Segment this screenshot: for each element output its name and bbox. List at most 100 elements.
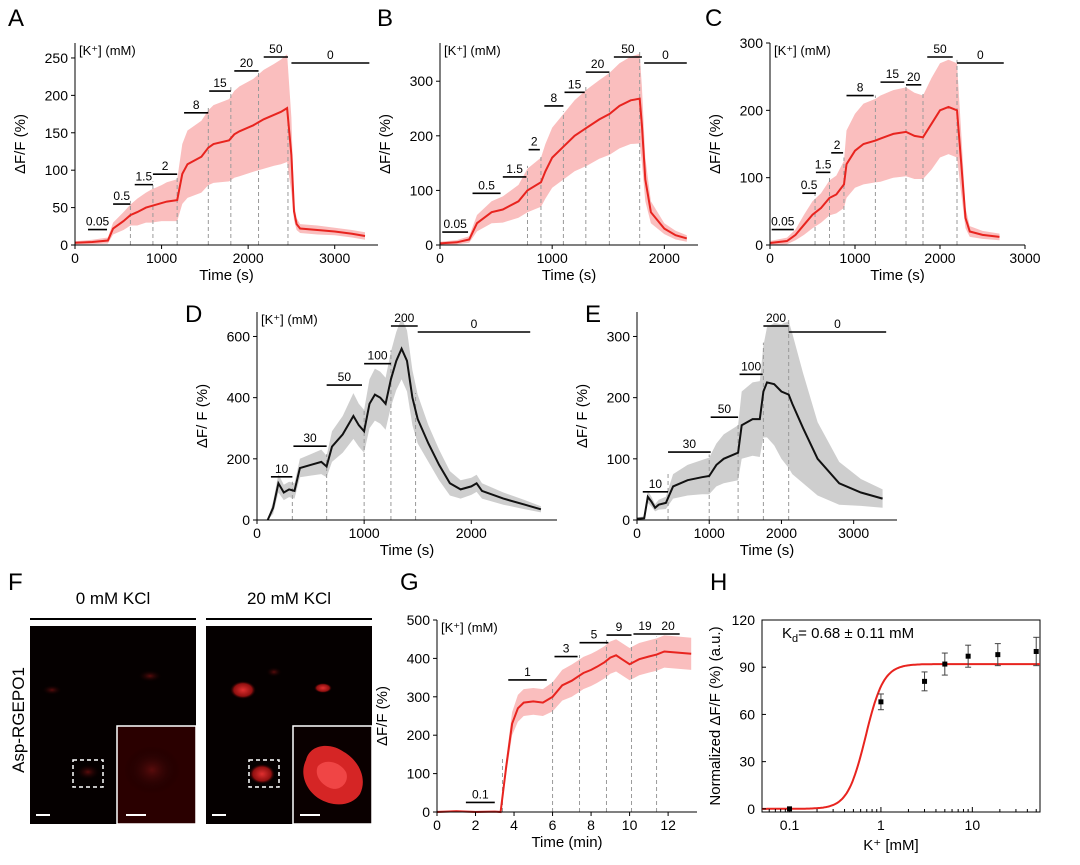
condition-label: 3 (563, 642, 570, 656)
condition-label: 0.05 (771, 215, 795, 229)
conc-label: [K⁺] (mM) (444, 43, 501, 58)
hill-fit-curve (762, 663, 1040, 810)
y-tick-label: 100 (410, 182, 434, 198)
x-tick-label: 8 (587, 817, 595, 833)
condition-label: 8 (551, 91, 558, 105)
panel-letter-f: F (8, 569, 23, 596)
condition-label: 19 (638, 619, 652, 633)
kd-value: = 0.68 ± 0.11 mM (798, 625, 914, 642)
data-point (942, 661, 948, 667)
mean-trace-c (769, 105, 1000, 244)
error-band-c (770, 59, 1000, 245)
y-axis-title: ΔF/F (%) (12, 114, 29, 174)
y-axis-title: Normalized ΔF/F (%) (a.u.) (707, 626, 724, 805)
x-tick-label: 2 (472, 817, 480, 833)
x-tick-label: 4 (510, 817, 518, 833)
panel-letter-h: H (710, 569, 727, 596)
condition-label: 50 (718, 402, 732, 416)
panel-letter-g: G (400, 569, 419, 596)
mean-trace-g (436, 650, 692, 814)
condition-label: 100 (368, 349, 388, 363)
x-tick-label: 0 (766, 250, 774, 266)
condition-label: 20 (907, 70, 921, 84)
condition-label: 0.5 (478, 178, 495, 192)
y-tick-label: 300 (607, 328, 631, 344)
y-tick-label: 400 (227, 390, 251, 406)
condition-label: 0 (662, 48, 669, 62)
data-point (1033, 648, 1039, 654)
error-band-b (440, 53, 687, 246)
condition-label: 5 (591, 628, 598, 642)
x-tick-label: 3000 (319, 250, 350, 266)
y-axis-title: ΔF/F (%) (374, 686, 391, 746)
data-point (965, 653, 971, 659)
data-point (995, 652, 1001, 658)
y-tick-label: 300 (410, 73, 434, 89)
x-tick-label: 1 (877, 817, 885, 833)
y-tick-label: 150 (45, 125, 69, 141)
y-tick-label: 200 (227, 451, 251, 467)
x-tick-label: 0 (71, 250, 79, 266)
y-tick-label: 0 (422, 804, 430, 820)
condition-label: 20 (591, 57, 605, 71)
mean-trace-d (266, 346, 542, 521)
condition-label: 20 (240, 56, 254, 70)
mean-trace-a (74, 106, 366, 244)
roi-box-left (72, 759, 104, 788)
x-tick-label: 2000 (456, 525, 487, 541)
x-axis-title: Time (s) (870, 267, 924, 284)
roi-box-right (248, 759, 280, 788)
data-point (878, 699, 884, 705)
x-tick-label: 1000 (537, 250, 568, 266)
condition-label: 30 (303, 431, 317, 445)
error-band-e (637, 321, 883, 520)
condition-label: 10 (649, 477, 663, 491)
condition-label: 1.5 (135, 170, 152, 184)
y-tick-label: 0 (60, 237, 68, 253)
conc-label: [K⁺] (mM) (441, 620, 498, 635)
condition-label: 2 (162, 159, 169, 173)
y-axis-title: ΔF/ F (%) (194, 384, 211, 448)
x-tick-label: 1000 (839, 250, 870, 266)
x-axis-title: K⁺ [mM] (863, 837, 918, 854)
x-tick-label: 6 (549, 817, 557, 833)
y-tick-label: 0 (425, 237, 433, 253)
x-tick-label: 3000 (1009, 250, 1040, 266)
inset-right (292, 725, 373, 825)
condition-label: 200 (766, 311, 786, 325)
condition-label: 0 (471, 317, 478, 331)
plot-frame-h (761, 619, 1041, 813)
kd-annotation: Kd= 0.68 ± 0.11 mM (782, 625, 914, 645)
y-tick-label: 250 (45, 50, 69, 66)
y-tick-label: 400 (407, 650, 431, 666)
condition-label: 10 (275, 462, 289, 476)
x-axis-title: Time (s) (542, 267, 596, 284)
chart-panel-h: 0.1 1 10 0 30 60 90 120 K⁺ [mM] Normalized ΔF/F (… (707, 612, 1041, 854)
y-axis-title: ΔF/F (%) (707, 114, 724, 174)
x-tick-label: 12 (660, 817, 676, 833)
y-tick-label: 0 (747, 801, 755, 817)
x-tick-label: 10 (622, 817, 638, 833)
y-tick-label: 100 (607, 451, 631, 467)
condition-label: 50 (621, 42, 635, 56)
x-tick-label: 0 (633, 525, 641, 541)
x-tick-label: 0.1 (780, 817, 800, 833)
condition-label: 8 (193, 98, 200, 112)
conc-label: [K⁺] (mM) (261, 312, 318, 327)
condition-label: 0 (977, 48, 984, 62)
condition-label: 0 (834, 317, 841, 331)
condition-label: 0.5 (113, 189, 130, 203)
condition-label: 200 (394, 311, 414, 325)
condition-label: 1 (524, 665, 531, 679)
y-tick-label: 90 (739, 659, 755, 675)
condition-label: 15 (568, 77, 582, 91)
x-tick-label: 0 (433, 817, 441, 833)
y-tick-label: 200 (740, 102, 764, 118)
condition-label: 50 (269, 42, 283, 56)
x-tick-label: 2000 (766, 525, 797, 541)
